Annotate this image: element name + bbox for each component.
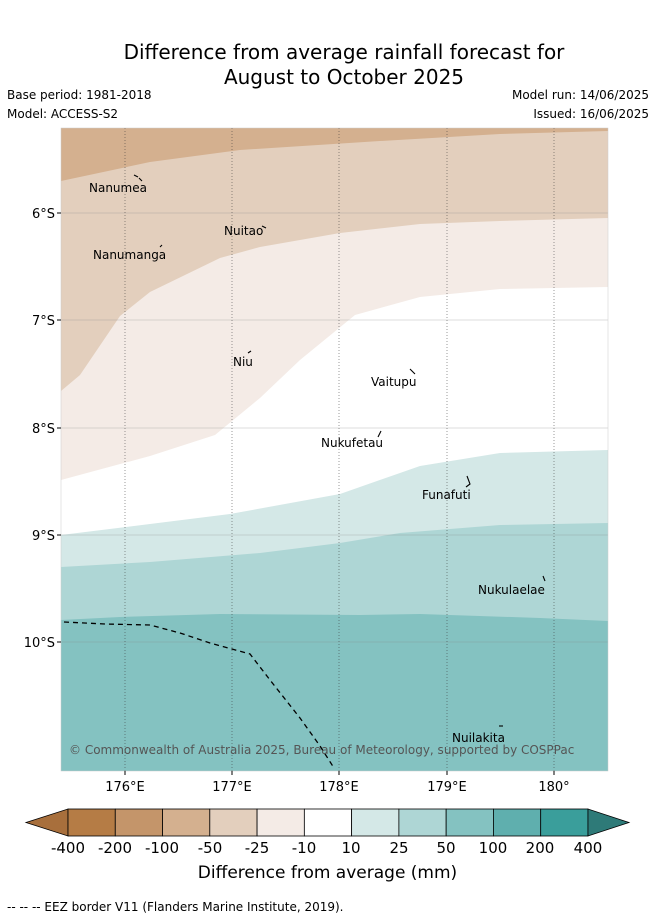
nukulaelae-shape: [542, 575, 546, 582]
nuitao-shape: [261, 225, 267, 229]
colorbar-label: -100: [144, 839, 180, 857]
issued-date: Issued: 16/06/2025: [533, 107, 649, 121]
island-label-vaitupu: Vaitupu: [371, 375, 417, 389]
niu-shape: [247, 350, 252, 354]
colorbar-swatch: [114, 808, 163, 837]
funafuti-shape: [465, 475, 471, 488]
colorbar-swatch: [209, 808, 258, 837]
axis-ticks: [57, 212, 555, 775]
title-line-1: Difference from average rainfall forecas…: [123, 40, 565, 64]
colorbar-label: 50: [436, 839, 456, 857]
colorbar-swatch: [256, 808, 305, 837]
colorbar-label: 100: [478, 839, 508, 857]
lon-label-176e: 176°E: [105, 780, 145, 795]
lat-label-7s: 7°S: [32, 314, 55, 329]
lon-label-177e: 177°E: [212, 780, 252, 795]
map-frame: [60, 127, 609, 772]
colorbar-extend-low: [24, 808, 69, 837]
colorbar-swatch: [493, 808, 542, 837]
eez-border: [63, 621, 335, 769]
nanumanga-shape: [159, 244, 163, 248]
colorbar-label: -25: [244, 839, 270, 857]
colorbar-label: -400: [50, 839, 86, 857]
lon-label-178e: 178°E: [319, 780, 359, 795]
island-label-nuilakita: Nuilakita: [452, 731, 505, 745]
map-field: [61, 128, 608, 771]
vaitupu-shape: [409, 368, 416, 375]
island-label-nukulaelae: Nukulaelae: [478, 583, 545, 597]
lon-label-180: 180°: [538, 780, 569, 795]
colorbar-label: 25: [389, 839, 409, 857]
island-label-nanumea: Nanumea: [89, 181, 147, 195]
colorbar-label: 200: [525, 839, 555, 857]
nanumea-shape: [133, 174, 139, 178]
title-line-2: August to October 2025: [223, 65, 465, 89]
nanumea-shape-2: [138, 177, 143, 182]
lat-label-9s: 9°S: [32, 529, 55, 544]
island-label-funafuti: Funafuti: [422, 488, 471, 502]
colorbar: [24, 808, 631, 837]
zone-minus-50-100: [61, 128, 608, 181]
colorbar-swatch: [540, 808, 589, 837]
colorbar-label: 10: [341, 839, 361, 857]
colorbar-label: -50: [197, 839, 223, 857]
island-label-nukufetau: Nukufetau: [321, 436, 383, 450]
map-title: Difference from average rainfall forecas…: [0, 40, 655, 90]
colorbar-swatch: [445, 808, 494, 837]
colorbar-swatch: [67, 808, 116, 837]
colorbar-swatch: [398, 808, 447, 837]
zone-minus-25-50: [61, 128, 608, 391]
latitude-gridlines: [61, 212, 608, 643]
colorbar-label: -10: [291, 839, 317, 857]
copyright-notice: © Commonwealth of Australia 2025, Bureau…: [69, 743, 574, 757]
eez-legend-note: -- -- -- EEZ border V11 (Flanders Marine…: [7, 900, 344, 914]
colorbar-title: Difference from average (mm): [197, 863, 458, 883]
lon-label-179e: 179°E: [427, 780, 467, 795]
island-label-nuitao: Nuitao: [224, 224, 263, 238]
island-shapes: [133, 174, 546, 727]
nukufetau-shape: [377, 430, 382, 438]
island-label-nanumanga: Nanumanga: [93, 248, 166, 262]
colorbar-swatch: [303, 808, 353, 837]
island-label-niu: Niu: [233, 355, 253, 369]
colorbar-swatch: [162, 808, 211, 837]
model-name: Model: ACCESS-S2: [7, 107, 119, 121]
model-run: Model run: 14/06/2025: [511, 88, 649, 102]
colorbar-extend-high: [587, 808, 631, 837]
base-period: Base period: 1981-2018: [7, 88, 152, 102]
lat-label-8s: 8°S: [32, 422, 55, 437]
colorbar-label: -200: [97, 839, 133, 857]
lat-label-10s: 10°S: [24, 636, 55, 651]
colorbar-swatch: [351, 808, 400, 837]
colorbar-label: 400: [573, 839, 603, 857]
longitude-gridlines: [124, 128, 555, 771]
lat-label-6s: 6°S: [32, 207, 55, 222]
